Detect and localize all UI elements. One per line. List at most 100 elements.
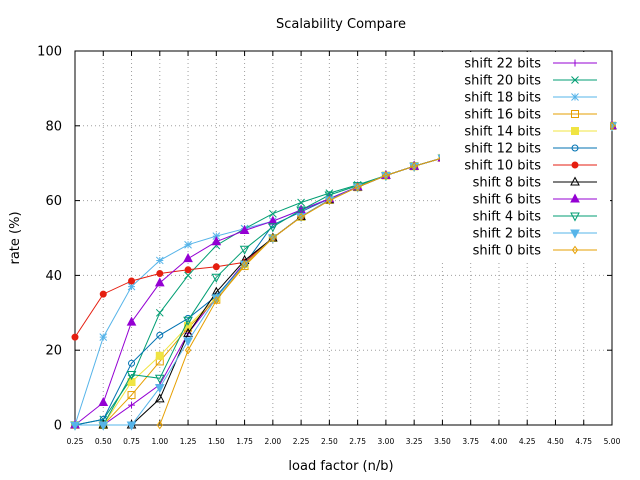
x-tick-label: 2.75 [349, 437, 366, 446]
data-point [211, 273, 222, 283]
data-point [128, 359, 136, 367]
data-point [571, 110, 579, 118]
data-point [212, 263, 220, 271]
legend-entry: shift 14 bits [464, 125, 597, 140]
data-point [126, 316, 137, 326]
legend-label: shift 18 bits [464, 91, 541, 106]
data-point [183, 327, 193, 337]
x-tick-label: 0.25 [67, 437, 84, 446]
x-tick-label: 1.50 [208, 437, 225, 446]
data-point [571, 59, 579, 67]
data-point [156, 270, 164, 278]
legend-entry: shift 16 bits [464, 108, 597, 123]
data-point [183, 337, 193, 347]
legend-label: shift 20 bits [464, 74, 541, 89]
data-point [324, 191, 335, 201]
data-point [183, 253, 193, 263]
data-point [211, 236, 222, 246]
data-point [184, 266, 192, 274]
data-point [155, 308, 164, 317]
x-axis-label: load factor (n/b) [288, 459, 393, 474]
legend-entry: shift 12 bits [464, 142, 597, 157]
legend-label: shift 12 bits [464, 142, 541, 157]
data-point [571, 245, 579, 255]
x-tick-label: 1.25 [180, 437, 197, 446]
y-axis-label: rate (%) [8, 211, 23, 264]
legend-label: shift 16 bits [464, 108, 541, 123]
x-tick-label: 2.50 [321, 437, 338, 446]
data-point [184, 240, 192, 249]
data-point [241, 260, 248, 269]
x-tick-label: 0.75 [123, 437, 140, 446]
data-point [154, 393, 165, 403]
data-point [570, 229, 580, 239]
data-point [156, 331, 164, 339]
data-point [326, 196, 333, 205]
legend-entry: shift 10 bits [464, 159, 597, 174]
y-tick-label: 0 [54, 419, 62, 434]
x-tick-label: 2.25 [293, 437, 310, 446]
y-tick-label: 20 [45, 344, 62, 359]
legend: shift 22 bits shift 20 bits shift 18 bits s… [440, 52, 610, 262]
x-tick-label: 4.75 [575, 437, 592, 446]
data-point [213, 296, 220, 305]
data-point [126, 421, 137, 431]
legend-entry: shift 8 bits [473, 176, 597, 191]
data-point [156, 420, 163, 430]
legend-label: shift 4 bits [473, 210, 542, 225]
chart-title: Scalability Compare [276, 17, 406, 32]
data-point [99, 333, 108, 341]
data-point [239, 224, 250, 235]
data-point [212, 232, 221, 240]
legend-entry: shift 22 bits [464, 57, 597, 72]
legend-entry: shift 4 bits [473, 210, 597, 225]
data-point [296, 206, 306, 216]
data-point [127, 282, 136, 291]
data-point [128, 277, 136, 285]
y-tick-label: 40 [45, 269, 62, 284]
x-tick-label: 0.50 [95, 437, 112, 446]
legend-label: shift 10 bits [464, 159, 541, 174]
x-tick-label: 3.00 [378, 437, 395, 446]
data-point [98, 421, 109, 431]
data-point [155, 256, 164, 265]
x-tick-label: 2.00 [264, 437, 281, 446]
data-point [571, 76, 579, 84]
x-tick-label: 1.00 [151, 437, 168, 446]
grid [75, 51, 612, 425]
legend-entry: shift 0 bits [473, 244, 597, 259]
legend-label: shift 14 bits [464, 125, 541, 140]
data-point [608, 121, 616, 131]
data-point [382, 171, 390, 180]
data-point [571, 127, 579, 135]
data-point [268, 223, 278, 233]
data-point [570, 176, 580, 186]
y-tick-label: 100 [37, 45, 62, 60]
data-point [71, 333, 79, 341]
axes: 0.25 0.50 0.75 1.00 1.25 1.50 1.75 2.00 2.25 2.50… [37, 45, 620, 447]
x-tick-label: 5.00 [604, 437, 621, 446]
y-tick-label: 80 [45, 119, 62, 134]
data-point [126, 371, 137, 381]
legend-label: shift 0 bits [473, 244, 542, 259]
x-tick-label: 4.50 [547, 437, 564, 446]
data-point [184, 345, 192, 355]
legend-entry: shift 6 bits [473, 193, 597, 208]
x-tick-label: 4.00 [491, 437, 508, 446]
x-tick-label: 1.75 [236, 437, 253, 446]
data-point [127, 391, 136, 400]
data-point [98, 396, 109, 407]
data-point [570, 193, 580, 203]
data-point [128, 401, 136, 409]
x-tick-label: 3.25 [406, 437, 423, 446]
data-point [183, 316, 193, 326]
legend-entry: shift 20 bits [464, 74, 597, 89]
data-point [154, 374, 165, 384]
data-point [239, 245, 250, 255]
data-point [571, 161, 579, 169]
data-point [155, 351, 164, 360]
data-point [571, 144, 579, 152]
legend-label: shift 2 bits [473, 227, 542, 242]
data-point [570, 212, 580, 222]
